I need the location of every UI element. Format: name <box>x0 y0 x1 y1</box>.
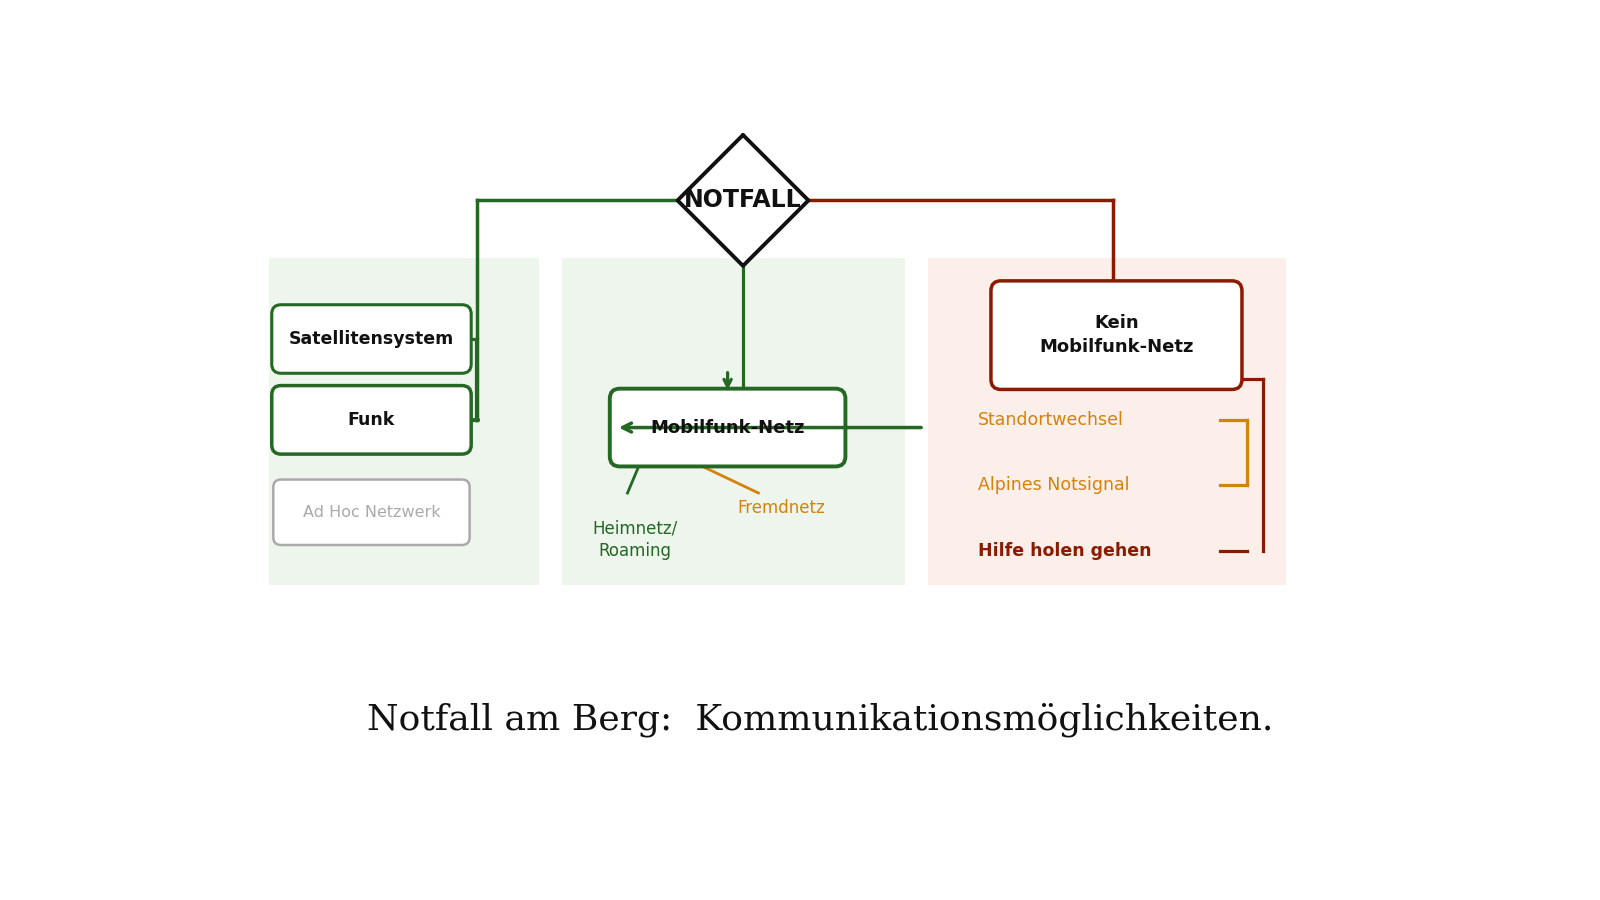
FancyBboxPatch shape <box>562 258 904 585</box>
Text: Alpines Notsignal: Alpines Notsignal <box>978 476 1130 494</box>
FancyBboxPatch shape <box>272 305 470 374</box>
Text: Heimnetz/
Roaming: Heimnetz/ Roaming <box>592 520 678 560</box>
Polygon shape <box>677 135 808 266</box>
Text: Notfall am Berg:  Kommunikationsmöglichkeiten.: Notfall am Berg: Kommunikationsmöglichke… <box>366 703 1274 737</box>
FancyBboxPatch shape <box>274 480 470 545</box>
FancyBboxPatch shape <box>610 389 845 466</box>
FancyBboxPatch shape <box>269 258 539 585</box>
Text: NOTFALL: NOTFALL <box>685 188 802 212</box>
FancyBboxPatch shape <box>928 258 1286 585</box>
Text: Hilfe holen gehen: Hilfe holen gehen <box>978 542 1152 560</box>
Text: Mobilfunk-Netz: Mobilfunk-Netz <box>650 418 805 436</box>
Text: Funk: Funk <box>347 410 395 428</box>
FancyBboxPatch shape <box>990 281 1242 390</box>
Text: Fremdnetz: Fremdnetz <box>738 500 826 518</box>
Text: Satellitensystem: Satellitensystem <box>290 330 454 348</box>
Text: Kein
Mobilfunk-Netz: Kein Mobilfunk-Netz <box>1038 314 1194 356</box>
FancyBboxPatch shape <box>272 385 470 454</box>
Text: Standortwechsel: Standortwechsel <box>978 410 1123 428</box>
Text: Ad Hoc Netzwerk: Ad Hoc Netzwerk <box>302 505 440 520</box>
